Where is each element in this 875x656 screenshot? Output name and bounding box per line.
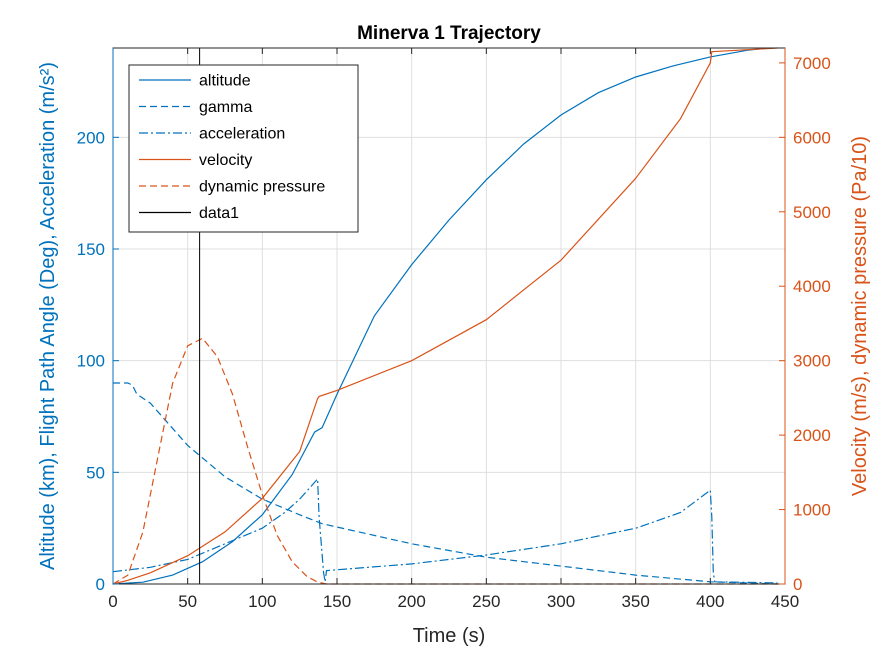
x-tick-label: 100 [248, 592, 276, 611]
y-left-tick-label: 100 [77, 352, 105, 371]
x-tick-label: 400 [696, 592, 724, 611]
legend-label: data1 [199, 205, 239, 222]
legend-label: gamma [199, 99, 252, 116]
series-line-altitude [112, 47, 771, 585]
x-tick-label: 50 [178, 592, 197, 611]
y-left-tick-label: 0 [96, 575, 105, 594]
y-right-tick-label: 7000 [793, 54, 831, 73]
y-left-tick-label: 50 [86, 463, 105, 482]
y-right-tick-label: 4000 [793, 277, 831, 296]
x-tick-label: 0 [108, 592, 117, 611]
y-axis-right-label: Velocity (m/s), dynamic pressure (Pa/10) [849, 136, 871, 496]
y-right-tick-label: 6000 [793, 128, 831, 147]
legend: altitude gamma acceleration velocity dynamic… [128, 64, 359, 233]
legend-label: dynamic pressure [199, 179, 325, 196]
chart-title: Minerva 1 Trajectory [357, 23, 541, 44]
x-tick-label: 200 [397, 592, 425, 611]
series-line-gamma [113, 382, 778, 585]
x-tick-label: 150 [323, 592, 351, 611]
x-tick-label: 250 [472, 592, 500, 611]
y-right-tick-label: 0 [793, 575, 802, 594]
series-line-velocity [112, 47, 778, 585]
x-tick-label: 300 [547, 592, 575, 611]
y-right-tick-label: 2000 [793, 426, 831, 445]
y-left-tick-label: 200 [77, 128, 105, 147]
x-tick-label: 450 [771, 592, 799, 611]
y-right-tick-label: 3000 [793, 352, 831, 371]
legend-label: altitude [199, 73, 251, 90]
legend-box [128, 64, 359, 233]
y-right-tick-label: 1000 [793, 501, 831, 520]
ticks-group: 0 50 100 150 200 250 300 350 400 4500501001502000… [77, 48, 831, 611]
x-axis-label: Time (s) [413, 625, 486, 647]
x-tick-label: 350 [621, 592, 649, 611]
y-right-tick-label: 5000 [793, 203, 831, 222]
series-group [112, 47, 778, 585]
series-line-acceleration [112, 477, 778, 584]
legend-label: acceleration [199, 126, 285, 143]
y-axis-left-label: Altitude (km), Flight Path Angle (Deg), … [37, 62, 59, 570]
legend-label: velocity [199, 152, 252, 169]
y-left-tick-label: 150 [77, 240, 105, 259]
series-line-dynamic-pressure [112, 337, 778, 585]
